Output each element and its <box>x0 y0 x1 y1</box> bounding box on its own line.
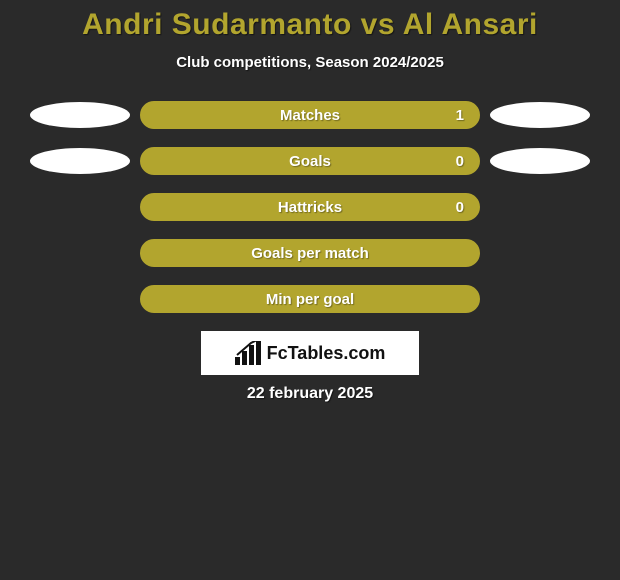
ellipse-left <box>30 102 130 128</box>
page-title: Andri Sudarmanto vs Al Ansari <box>0 8 620 42</box>
stat-label: Goals per match <box>251 245 369 262</box>
left-side <box>20 193 140 221</box>
right-side <box>480 147 600 175</box>
right-side <box>480 239 600 267</box>
stat-bar: Matches 1 <box>140 101 480 129</box>
stat-row: Hattricks 0 <box>0 193 620 221</box>
left-side <box>20 101 140 129</box>
ellipse-right <box>490 148 590 174</box>
stat-label: Matches <box>280 107 340 124</box>
left-side <box>20 239 140 267</box>
date-text: 22 february 2025 <box>0 385 620 403</box>
ellipse-right <box>490 102 590 128</box>
chart-icon <box>235 341 263 365</box>
logo-box: FcTables.com <box>201 331 419 375</box>
stat-bar: Goals per match <box>140 239 480 267</box>
stat-bar: Goals 0 <box>140 147 480 175</box>
stat-label: Min per goal <box>266 291 354 308</box>
right-side <box>480 101 600 129</box>
right-side <box>480 285 600 313</box>
subtitle: Club competitions, Season 2024/2025 <box>0 54 620 71</box>
stat-value: 0 <box>456 153 464 170</box>
stat-bar: Hattricks 0 <box>140 193 480 221</box>
left-side <box>20 147 140 175</box>
stat-bar: Min per goal <box>140 285 480 313</box>
ellipse-left <box>30 148 130 174</box>
container: Andri Sudarmanto vs Al Ansari Club compe… <box>0 0 620 580</box>
stat-row: Goals 0 <box>0 147 620 175</box>
stat-value: 0 <box>456 199 464 216</box>
right-side <box>480 193 600 221</box>
stat-value: 1 <box>456 107 464 124</box>
stat-rows: Matches 1 Goals 0 Hattricks 0 Goals per match M… <box>0 101 620 313</box>
stat-row: Min per goal <box>0 285 620 313</box>
left-side <box>20 285 140 313</box>
logo-text: FcTables.com <box>267 343 386 364</box>
stat-row: Matches 1 <box>0 101 620 129</box>
stat-label: Hattricks <box>278 199 342 216</box>
stat-label: Goals <box>289 153 331 170</box>
stat-row: Goals per match <box>0 239 620 267</box>
